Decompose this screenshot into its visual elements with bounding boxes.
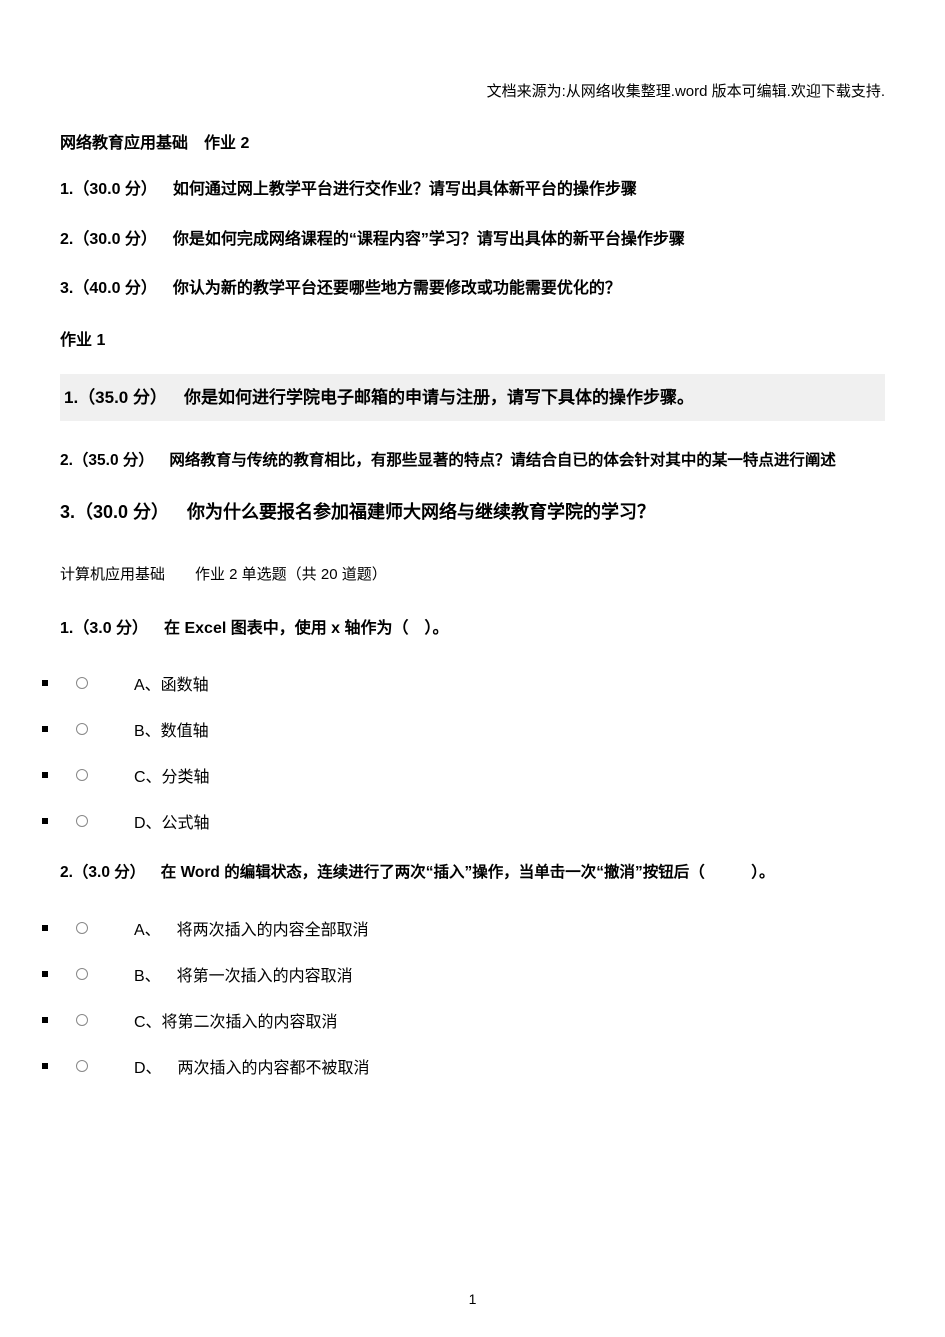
bullet-icon bbox=[42, 971, 48, 977]
s2-q3: 3.（30.0 分） 你为什么要报名参加福建师大网络与继续教育学院的学习？ bbox=[60, 498, 885, 527]
s1-q2: 2.（30.0 分） 你是如何完成网络课程的“课程内容”学习？请写出具体的新平台… bbox=[60, 227, 885, 253]
s3-q1-opt-c[interactable]: C、分类轴 bbox=[42, 763, 885, 787]
s1-sub: 作业 1 bbox=[60, 326, 885, 350]
s3-q2-opt-c[interactable]: C、将第二次插入的内容取消 bbox=[42, 1008, 885, 1032]
radio-icon[interactable] bbox=[76, 922, 88, 934]
radio-icon[interactable] bbox=[76, 677, 88, 689]
s1-q3: 3.（40.0 分） 你认为新的教学平台还要哪些地方需要修改或功能需要优化的？ bbox=[60, 276, 885, 302]
option-label: D、公式轴 bbox=[134, 809, 210, 833]
option-label: D、 两次插入的内容都不被取消 bbox=[134, 1054, 370, 1078]
page-number: 1 bbox=[0, 1291, 945, 1307]
section3-title: 计算机应用基础 作业 2 单选题（共 20 道题） bbox=[60, 563, 885, 584]
s3-q2-opt-d[interactable]: D、 两次插入的内容都不被取消 bbox=[42, 1054, 885, 1078]
s3-q2-stem: 2.（3.0 分） 在 Word 的编辑状态，连续进行了两次“插入”操作，当单击… bbox=[60, 861, 885, 886]
s3-q2-opt-b[interactable]: B、 将第一次插入的内容取消 bbox=[42, 962, 885, 986]
bullet-icon bbox=[42, 680, 48, 686]
radio-icon[interactable] bbox=[76, 769, 88, 781]
option-label: A、 将两次插入的内容全部取消 bbox=[134, 916, 369, 940]
option-label: C、分类轴 bbox=[134, 763, 210, 787]
option-label: A、函数轴 bbox=[134, 671, 209, 695]
option-label: B、数值轴 bbox=[134, 717, 209, 741]
s3-q1-opt-d[interactable]: D、公式轴 bbox=[42, 809, 885, 833]
radio-icon[interactable] bbox=[76, 968, 88, 980]
option-label: C、将第二次插入的内容取消 bbox=[134, 1008, 338, 1032]
s1-q1: 1.（30.0 分） 如何通过网上教学平台进行交作业？请写出具体新平台的操作步骤 bbox=[60, 177, 885, 203]
radio-icon[interactable] bbox=[76, 723, 88, 735]
bullet-icon bbox=[42, 1063, 48, 1069]
s3-q1-stem: 1.（3.0 分） 在 Excel 图表中，使用 x 轴作为（ ）。 bbox=[60, 616, 885, 642]
radio-icon[interactable] bbox=[76, 1060, 88, 1072]
radio-icon[interactable] bbox=[76, 1014, 88, 1026]
s2-q2: 2.（35.0 分） 网络教育与传统的教育相比，有那些显著的特点？请结合自已的体… bbox=[60, 449, 885, 474]
bullet-icon bbox=[42, 726, 48, 732]
bullet-icon bbox=[42, 772, 48, 778]
section1-title: 网络教育应用基础 作业 2 bbox=[60, 129, 885, 153]
s3-q1-opt-a[interactable]: A、函数轴 bbox=[42, 671, 885, 695]
s3-q2-opt-a[interactable]: A、 将两次插入的内容全部取消 bbox=[42, 916, 885, 940]
source-note: 文档来源为:从网络收集整理.word 版本可编辑.欢迎下载支持. bbox=[60, 80, 885, 101]
s2-q1: 1.（35.0 分） 你是如何进行学院电子邮箱的申请与注册，请写下具体的操作步骤… bbox=[60, 374, 885, 421]
bullet-icon bbox=[42, 1017, 48, 1023]
option-label: B、 将第一次插入的内容取消 bbox=[134, 962, 353, 986]
bullet-icon bbox=[42, 925, 48, 931]
radio-icon[interactable] bbox=[76, 815, 88, 827]
bullet-icon bbox=[42, 818, 48, 824]
s3-q1-opt-b[interactable]: B、数值轴 bbox=[42, 717, 885, 741]
